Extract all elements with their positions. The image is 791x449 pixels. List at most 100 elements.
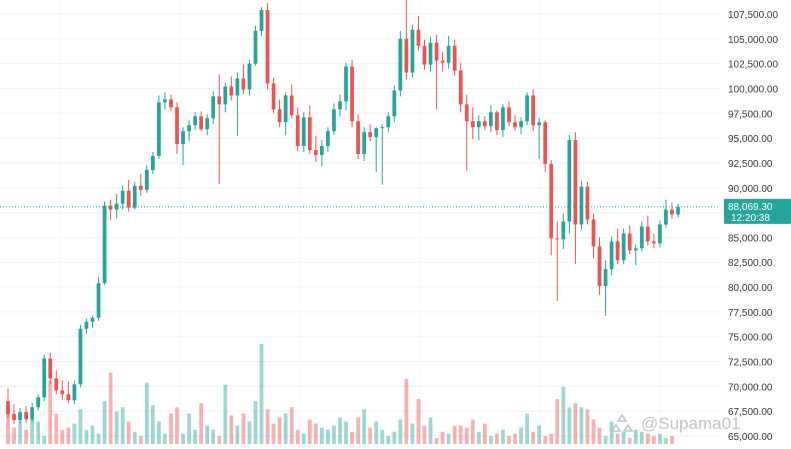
- volume-bar: [398, 419, 403, 444]
- candle-body: [398, 38, 403, 91]
- volume-bar: [193, 429, 197, 444]
- volume-bar: [332, 425, 336, 444]
- volume-bar: [30, 417, 35, 444]
- candle-body: [90, 317, 95, 322]
- volume-bar: [223, 384, 228, 444]
- volume-bar: [217, 435, 222, 444]
- volume-bar: [283, 413, 288, 444]
- candle-body: [169, 99, 173, 108]
- candle: [434, 34, 439, 110]
- y-tick-label: 67,500.00: [728, 407, 773, 418]
- candle-body: [271, 83, 276, 110]
- volume-bar: [241, 413, 246, 444]
- candle: [108, 199, 113, 221]
- candle-body: [410, 29, 415, 73]
- candle-body: [144, 169, 149, 190]
- candle-body: [42, 358, 47, 398]
- candle-body: [313, 150, 318, 155]
- volume-bar: [410, 423, 415, 444]
- volume-bar: [253, 401, 258, 444]
- candle: [621, 228, 626, 265]
- candle-body: [549, 163, 554, 239]
- volume-bar: [416, 399, 421, 444]
- volume-bar: [265, 409, 270, 444]
- candle-body: [199, 116, 204, 130]
- candle-body: [307, 117, 312, 151]
- volume-bar: [356, 417, 360, 444]
- price-label-time: 12:20:38: [731, 213, 770, 224]
- volume-bar: [658, 433, 662, 444]
- candle-body: [175, 107, 179, 145]
- y-tick-label: 102,500.00: [728, 60, 778, 71]
- candle: [513, 115, 517, 132]
- candle-body: [6, 401, 10, 415]
- volume-bar: [507, 435, 511, 444]
- candle-body: [181, 131, 185, 145]
- volume-bar: [295, 429, 300, 444]
- candle-body: [132, 185, 137, 208]
- candle-body: [458, 70, 463, 105]
- volume-bar: [458, 425, 463, 444]
- candle: [66, 381, 71, 404]
- y-tick-label: 72,500.00: [728, 358, 773, 369]
- candle-body: [603, 269, 608, 287]
- candle: [416, 15, 421, 51]
- volume-bar: [132, 431, 137, 444]
- volume-bar: [627, 437, 632, 444]
- volume-bar: [561, 386, 566, 444]
- candle-body: [464, 104, 469, 122]
- watermark-text: @Supama01: [641, 414, 741, 433]
- volume-bar: [90, 425, 95, 444]
- volume-bar: [78, 409, 83, 444]
- volume-bar: [326, 429, 330, 444]
- candle-body: [567, 140, 572, 222]
- y-tick-label: 77,500.00: [728, 308, 773, 319]
- candle: [114, 193, 119, 219]
- volume-bar: [639, 431, 644, 444]
- candle: [380, 124, 385, 185]
- volume-bar: [187, 413, 191, 444]
- candles: [6, 0, 680, 425]
- volume-bar: [609, 421, 614, 444]
- candle: [235, 72, 240, 137]
- volume-bar: [247, 421, 252, 444]
- candle: [54, 370, 59, 395]
- candle-body: [513, 122, 517, 128]
- volume-bar: [591, 419, 596, 444]
- volume-bar: [531, 431, 536, 444]
- candle-body: [495, 112, 499, 131]
- candle: [150, 152, 155, 174]
- price-axis: 107,500.00 105,000.00 102,500.00 100,000.00…: [728, 10, 778, 443]
- candle-body: [446, 45, 451, 63]
- candle: [48, 352, 53, 385]
- price-label-value: 88,069.30: [728, 202, 773, 213]
- candle: [627, 225, 632, 255]
- candle-body: [205, 118, 210, 130]
- volume-bar: [338, 417, 342, 444]
- candle-body: [470, 121, 475, 128]
- candle: [482, 116, 487, 131]
- candle-body: [283, 95, 288, 123]
- candle: [658, 220, 662, 248]
- candle-body: [60, 390, 65, 395]
- candle: [633, 244, 638, 266]
- candle-body: [525, 95, 529, 122]
- candle-body: [627, 233, 632, 251]
- candle-body: [440, 60, 445, 63]
- volume-bar: [126, 421, 131, 444]
- candle: [458, 62, 463, 113]
- candle-body: [265, 10, 270, 84]
- candle-body: [368, 132, 373, 138]
- candle-body: [362, 132, 366, 155]
- candle-body: [543, 122, 548, 164]
- candle-body: [386, 116, 391, 128]
- candle: [313, 136, 318, 162]
- y-tick-label: 100,000.00: [728, 84, 778, 95]
- candle-body: [344, 66, 348, 102]
- candle-body: [585, 186, 590, 220]
- candle-body: [48, 358, 53, 379]
- volume-bar: [271, 423, 276, 444]
- candle: [241, 64, 246, 95]
